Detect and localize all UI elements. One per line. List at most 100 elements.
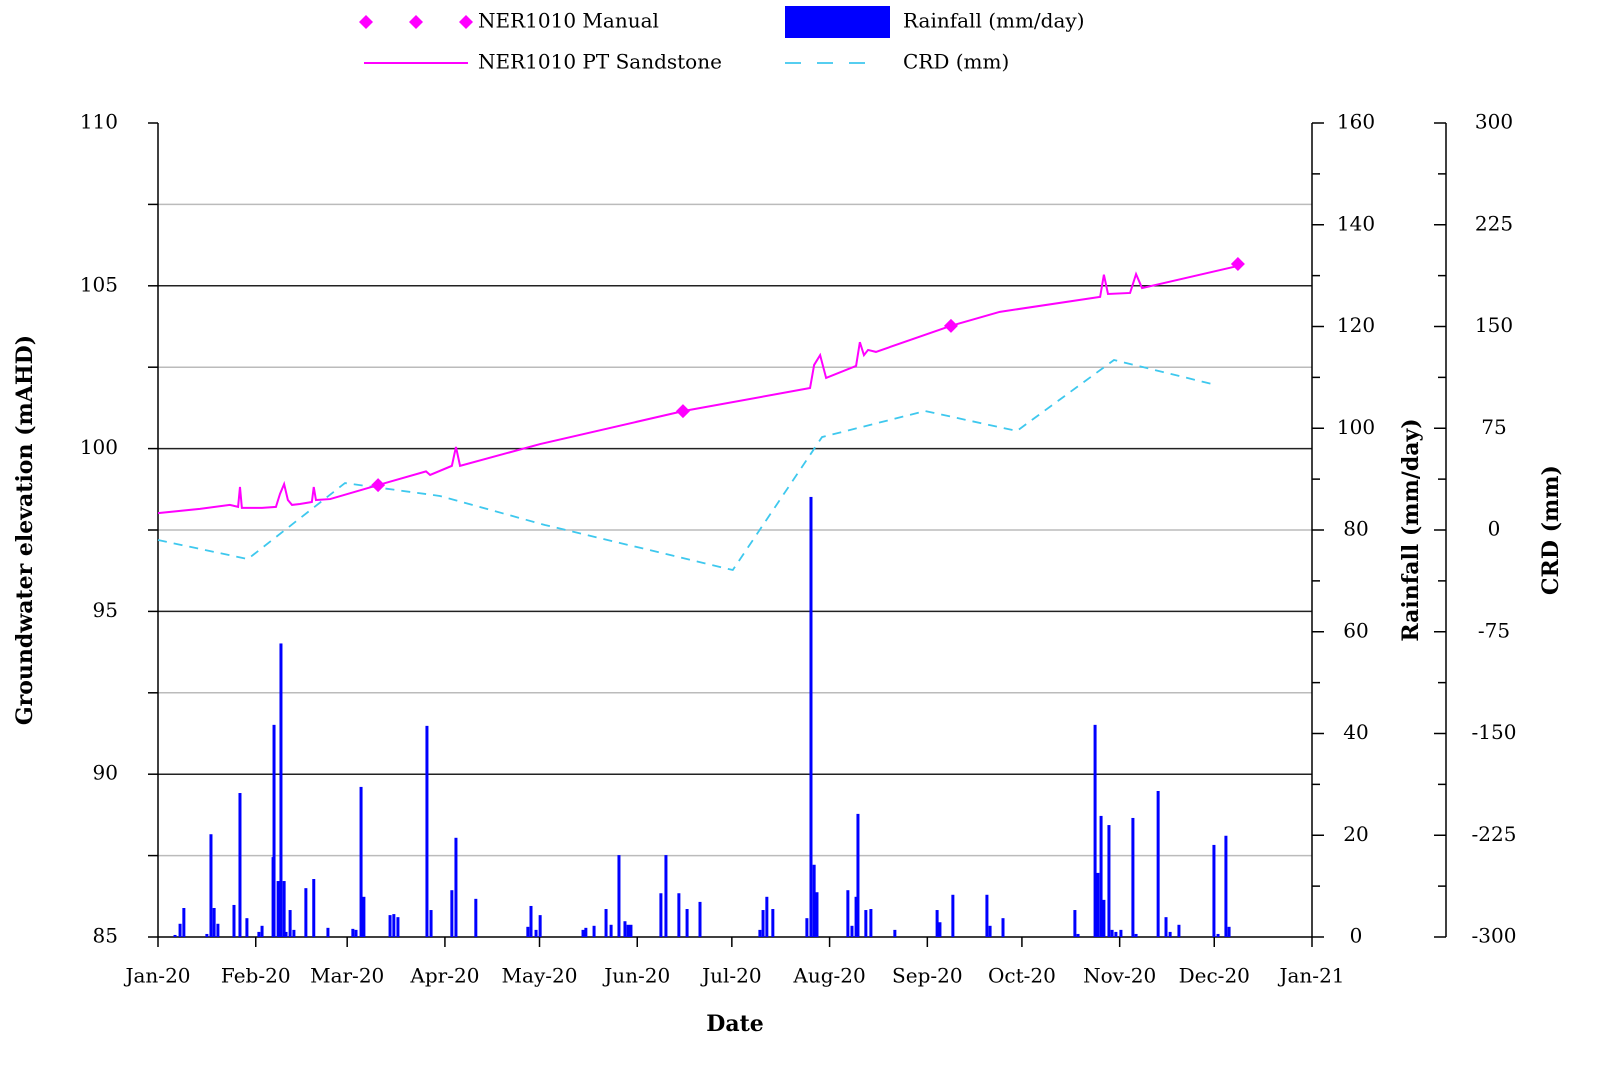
bar: [677, 893, 681, 937]
bar: [1119, 929, 1123, 937]
bar: [988, 925, 992, 937]
bar: [351, 928, 355, 937]
bar: [761, 910, 765, 937]
bar: [257, 931, 261, 937]
bar: [1096, 872, 1100, 937]
bar: [1227, 926, 1231, 937]
legend-marker: [409, 15, 423, 29]
bar: [1212, 844, 1216, 937]
legend-marker: [459, 15, 473, 29]
y2-tick-label: 40: [1343, 720, 1368, 744]
bar: [238, 793, 242, 937]
bar: [626, 924, 630, 937]
y2-tick-label: 20: [1343, 822, 1368, 846]
legend-label: Rainfall (mm/day): [903, 9, 1085, 33]
bar: [1224, 835, 1228, 937]
bar: [178, 923, 182, 937]
bar: [685, 909, 689, 937]
x-tick-label: Jun-20: [602, 964, 670, 988]
y2-tick-label: 120: [1337, 313, 1375, 337]
bar: [985, 894, 989, 937]
y2-tick-label: 100: [1337, 415, 1375, 439]
y3-tick-label: 225: [1475, 211, 1513, 235]
bar: [425, 725, 429, 937]
y2-tick-label: 0: [1350, 924, 1363, 948]
bar: [173, 934, 177, 937]
bar: [396, 917, 400, 937]
bar: [1076, 933, 1080, 937]
legend-marker: [359, 15, 373, 29]
bar: [1134, 933, 1138, 937]
legend-label: NER1010 PT Sandstone: [478, 50, 722, 74]
y-tick-label: 110: [80, 110, 118, 134]
marker: [1230, 256, 1245, 271]
y3-tick-label: 300: [1475, 110, 1513, 134]
bar: [809, 496, 813, 937]
bar: [429, 910, 433, 937]
legend-swatch: [785, 6, 890, 38]
y3-axis-label: CRD (mm): [1538, 465, 1564, 595]
line: [157, 359, 1213, 572]
bar: [1114, 931, 1118, 937]
bar: [758, 929, 762, 937]
legend-label: NER1010 Manual: [478, 9, 659, 33]
bar: [771, 909, 775, 937]
y3-tick-label: -300: [1472, 924, 1517, 948]
bar: [359, 786, 363, 937]
bar: [584, 927, 588, 937]
bar: [526, 926, 530, 937]
bar: [1093, 724, 1097, 937]
x-tick-label: Nov-20: [1083, 964, 1156, 988]
bar: [304, 888, 308, 937]
legend-label: CRD (mm): [903, 50, 1009, 74]
bar: [854, 896, 858, 937]
bar: [1177, 924, 1181, 937]
y2-tick-label: 80: [1343, 517, 1368, 541]
bar: [260, 925, 264, 937]
bar: [1156, 790, 1160, 937]
bar: [592, 925, 596, 937]
bar: [938, 922, 942, 937]
bar: [1164, 917, 1168, 937]
bar: [450, 890, 454, 937]
x-tick-label: Oct-20: [988, 964, 1056, 988]
bar: [869, 909, 873, 937]
bar: [1168, 931, 1172, 937]
y-tick-label: 100: [80, 435, 118, 459]
bar: [659, 893, 663, 937]
y-tick-label: 85: [93, 924, 118, 948]
bar: [856, 813, 860, 937]
x-tick-label: Jan-21: [1277, 964, 1344, 988]
bar: [864, 910, 868, 937]
bar: [326, 927, 330, 937]
bar: [388, 915, 392, 937]
bar: [623, 921, 627, 937]
bar: [581, 929, 585, 937]
bar: [534, 929, 538, 937]
x-tick-label: Dec-20: [1179, 964, 1250, 988]
bar: [935, 910, 939, 937]
bar: [279, 643, 283, 937]
bar: [245, 918, 249, 937]
y-axis-label: Groundwater elevation (mAHD): [12, 335, 38, 725]
bar: [1073, 910, 1077, 937]
y-tick-label: 90: [93, 761, 118, 785]
bar: [846, 890, 850, 937]
bar: [609, 924, 613, 937]
bar: [182, 908, 186, 937]
bar: [272, 724, 276, 937]
bar: [209, 834, 213, 937]
marker: [371, 478, 386, 493]
bar: [812, 864, 816, 937]
bar: [951, 894, 955, 937]
bar: [1216, 933, 1220, 937]
bar: [529, 905, 533, 937]
bar: [216, 923, 220, 937]
bar: [282, 881, 286, 937]
bar: [276, 881, 280, 937]
bar: [392, 914, 396, 937]
y3-tick-label: 0: [1488, 517, 1501, 541]
bar: [1001, 918, 1005, 937]
x-tick-label: Jul-20: [700, 964, 762, 988]
y2-axis-label: Rainfall (mm/day): [1398, 418, 1424, 641]
